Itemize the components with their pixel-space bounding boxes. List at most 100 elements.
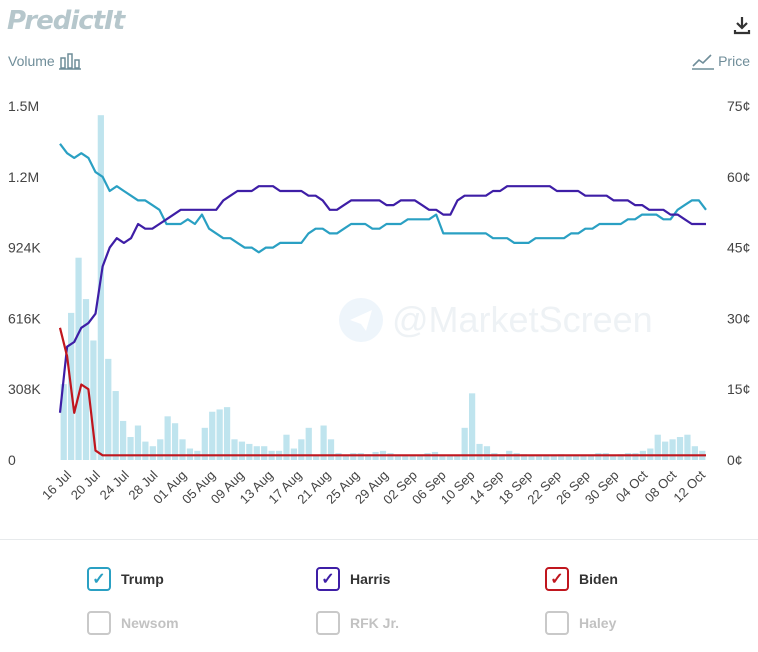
price-label: Price: [718, 53, 750, 69]
svg-text:@MarketScreen: @MarketScreen: [392, 299, 653, 340]
volume-bar: [75, 257, 82, 460]
legend-checkbox-trump[interactable]: ✓: [87, 567, 111, 591]
legend-item-rfkjr[interactable]: RFK Jr.: [316, 611, 399, 635]
volume-bar: [610, 455, 617, 460]
bar-chart-icon: [58, 53, 81, 70]
x-tick-label: 12 Oct: [670, 467, 708, 505]
volume-bar: [402, 455, 409, 460]
legend-label: Haley: [579, 615, 617, 631]
price-line-biden: [58, 327, 706, 457]
volume-bar: [513, 453, 520, 460]
volume-bar: [461, 427, 468, 460]
volume-bar: [238, 441, 246, 460]
volume-bar: [350, 453, 357, 460]
y-right-tick-label: 45¢: [727, 240, 750, 256]
x-tick-label: 24 Jul: [97, 467, 132, 502]
y-right-tick-label: 0¢: [727, 452, 743, 468]
volume-bar: [142, 441, 149, 460]
volume-bar: [595, 453, 602, 460]
legend-item-harris[interactable]: ✓ Harris: [316, 567, 390, 591]
volume-bar: [424, 453, 431, 460]
volume-bar: [446, 455, 453, 460]
x-tick-label: 08 Oct: [642, 467, 680, 505]
volume-bar: [550, 455, 557, 460]
volume-bar: [134, 425, 142, 460]
volume-bar: [216, 409, 223, 460]
volume-bar: [149, 446, 156, 460]
legend-label: Harris: [350, 571, 391, 587]
volume-bar: [342, 455, 349, 460]
x-tick-label: 16 Jul: [39, 467, 74, 502]
volume-bar: [90, 340, 97, 460]
volume-bar: [535, 455, 543, 460]
download-icon[interactable]: [733, 15, 751, 35]
volume-bar: [662, 441, 669, 460]
volume-bar: [97, 115, 104, 460]
legend-item-biden[interactable]: ✓ Biden: [545, 567, 618, 591]
volume-bar: [201, 427, 208, 460]
volume-bar: [684, 434, 691, 460]
volume-bar: [127, 437, 134, 460]
legend-checkbox-haley[interactable]: [545, 611, 569, 635]
watermark: @MarketScreen: [339, 298, 653, 342]
volume-bar: [179, 439, 186, 460]
volume-bar: [617, 454, 624, 460]
price-line-harris: [58, 185, 706, 413]
legend-label: Newsom: [121, 615, 179, 631]
volume-bar: [483, 446, 491, 460]
line-chart-icon: [692, 54, 715, 70]
volume-bar: [676, 437, 684, 460]
volume-bar: [632, 453, 639, 460]
legend-checkbox-rfkjr[interactable]: [316, 611, 340, 635]
legend-checkbox-newsom[interactable]: [87, 611, 111, 635]
volume-bar: [157, 439, 164, 460]
volume-bar: [454, 455, 461, 460]
y-right-tick-label: 75¢: [727, 98, 750, 114]
volume-bar: [394, 455, 401, 460]
price-line-trump: [59, 143, 707, 254]
legend-item-haley[interactable]: Haley: [545, 611, 616, 635]
volume-bar: [209, 411, 216, 460]
volume-bar: [602, 453, 609, 460]
legend: ✓ Trump ✓ Harris ✓ Biden Newsom RFK Jr. Haley: [0, 539, 758, 652]
volume-bar: [105, 358, 112, 460]
volume-bar: [520, 454, 528, 460]
volume-bar: [223, 407, 231, 460]
check-icon: ✓: [321, 571, 335, 588]
y-left-tick-label: 616K: [8, 310, 41, 326]
legend-item-trump[interactable]: ✓ Trump: [87, 567, 164, 591]
volume-bar: [320, 425, 327, 460]
volume-bar: [313, 455, 320, 460]
volume-bar: [417, 455, 424, 460]
predictit-logo: PredictIt: [7, 6, 125, 36]
y-left-tick-label: 1.5M: [8, 98, 39, 114]
volume-toggle[interactable]: Volume: [8, 52, 81, 70]
volume-bar: [691, 446, 698, 460]
volume-bar: [491, 453, 498, 460]
legend-checkbox-harris[interactable]: ✓: [316, 567, 340, 591]
volume-bar: [669, 439, 676, 460]
price-toggle[interactable]: Price: [692, 52, 750, 70]
volume-bar: [654, 434, 661, 460]
legend-checkbox-biden[interactable]: ✓: [545, 567, 569, 591]
y-left-tick-label: 0: [8, 452, 16, 468]
volume-bar: [528, 455, 535, 460]
y-right-tick-label: 30¢: [727, 310, 750, 326]
volume-bar: [305, 427, 312, 460]
check-icon: ✓: [92, 571, 106, 588]
volume-bar: [335, 453, 342, 460]
volume-label: Volume: [8, 53, 55, 69]
volume-bar: [498, 454, 505, 460]
price-volume-chart: @MarketScreen 0 308K 616K 924K 1.2M 1.5M 0¢ 15¢…: [8, 98, 750, 507]
legend-item-newsom[interactable]: Newsom: [87, 611, 179, 635]
check-icon: ✓: [550, 571, 564, 588]
legend-label: Trump: [121, 571, 164, 587]
volume-bar: [409, 455, 416, 460]
volume-bar: [171, 423, 179, 460]
legend-label: Biden: [579, 571, 618, 587]
volume-bar: [112, 391, 119, 460]
volume-bar: [439, 455, 446, 460]
volume-bar: [558, 454, 565, 460]
volume-bar: [624, 453, 632, 460]
volume-bar: [261, 446, 268, 460]
